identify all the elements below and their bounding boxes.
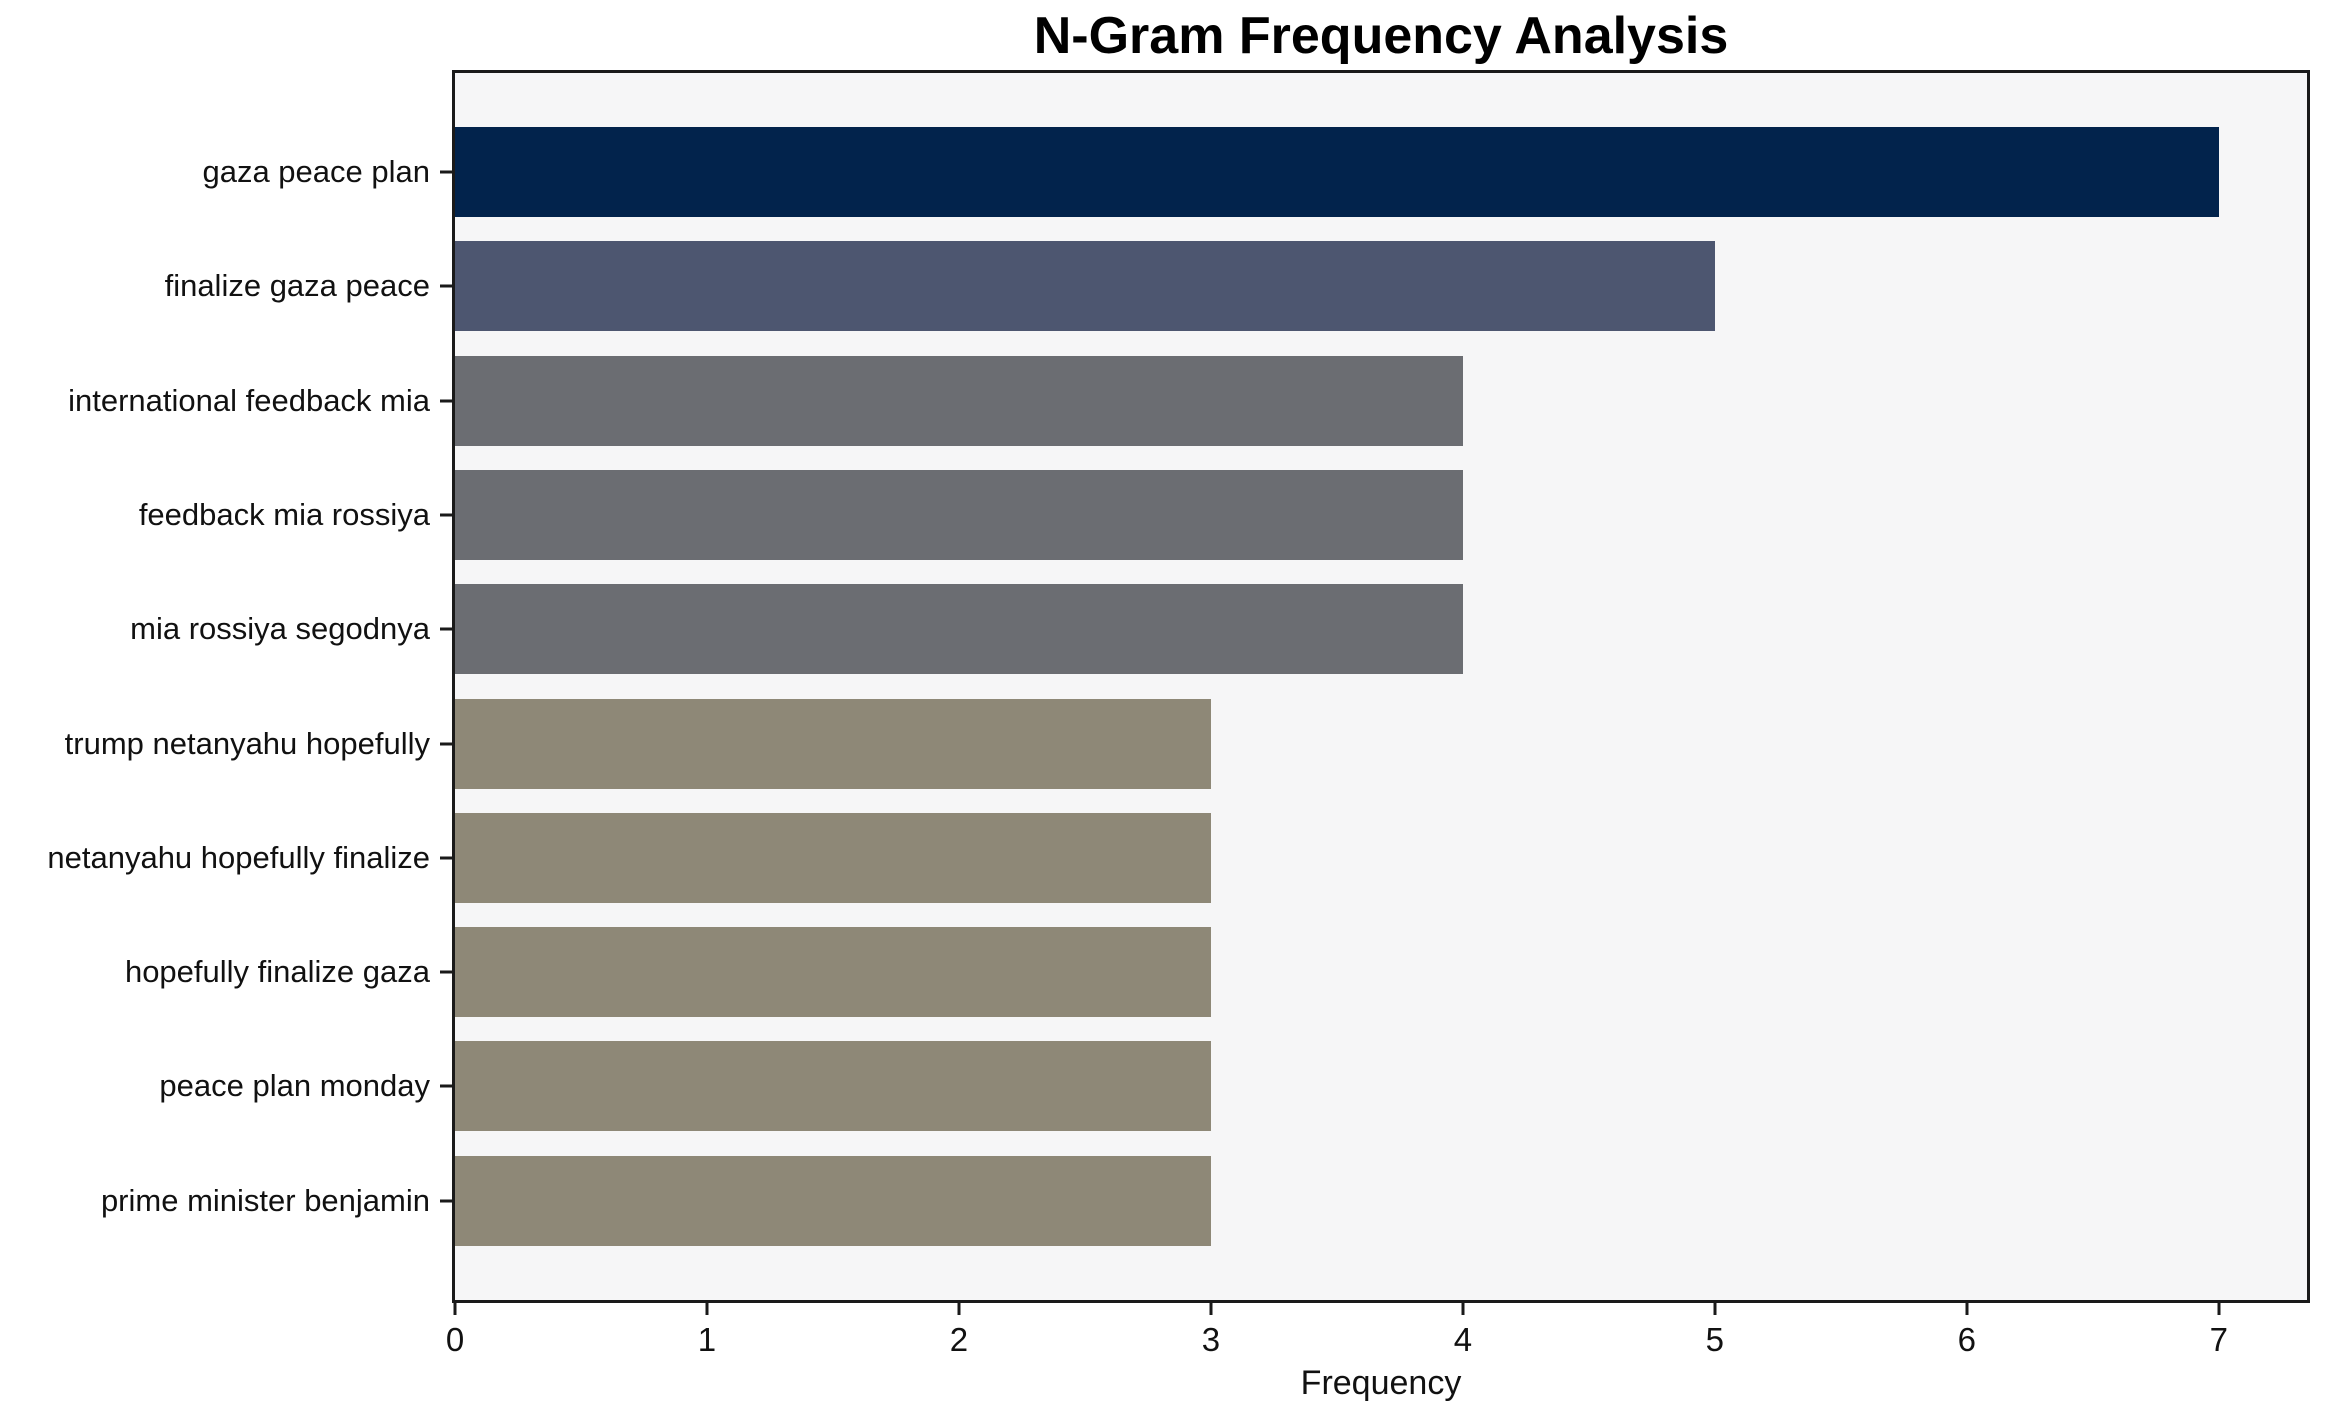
bar-row: feedback mia rossiya — [139, 469, 2307, 560]
bar-row: prime minister benjamin — [101, 1155, 2307, 1246]
bar — [455, 1041, 1211, 1132]
x-tick-mark — [1713, 1303, 1717, 1315]
plot-area: gaza peace plan finalize gaza peace intern… — [47, 70, 2310, 1303]
bar-row: hopefully finalize gaza — [125, 927, 2307, 1018]
bar-row: netanyahu hopefully finalize — [47, 812, 2307, 903]
bar-row: gaza peace plan — [202, 127, 2307, 217]
bar-row: international feedback mia — [68, 355, 2307, 446]
bar — [455, 241, 1715, 332]
x-tick-mark — [1461, 1303, 1465, 1315]
x-tick-label: 0 — [445, 1321, 465, 1358]
x-tick-mark — [957, 1303, 961, 1315]
y-tick-mark — [440, 513, 452, 517]
bar — [455, 469, 1463, 560]
bar-row: peace plan monday — [159, 1041, 2307, 1132]
x-axis: 0 1 2 3 4 5 6 7 — [446, 1303, 2310, 1373]
y-tick-mark — [440, 1084, 452, 1088]
x-tick-label: 5 — [1705, 1321, 1725, 1358]
y-tick-label: gaza peace plan — [202, 154, 430, 189]
bar — [455, 355, 1463, 446]
y-tick-label: netanyahu hopefully finalize — [47, 839, 430, 875]
x-tick-label: 3 — [1201, 1321, 1221, 1358]
y-tick-mark — [440, 856, 452, 860]
x-axis-label: Frequency — [1300, 1364, 1462, 1402]
x-tick-mark — [705, 1303, 709, 1315]
y-tick-mark — [440, 742, 452, 745]
y-tick-mark — [440, 284, 452, 288]
x-tick-label: 7 — [2209, 1321, 2228, 1358]
y-tick-label: trump netanyahu hopefully — [64, 725, 430, 761]
x-tick-label: 4 — [1453, 1321, 1473, 1358]
y-tick-label: hopefully finalize gaza — [124, 954, 430, 990]
bar — [455, 812, 1211, 903]
bar — [455, 584, 1463, 675]
bar-row: finalize gaza peace — [165, 241, 2307, 332]
chart-title: N-Gram Frequency Analysis — [1033, 7, 1729, 65]
bar — [455, 127, 2219, 217]
x-tick-label: 6 — [1957, 1321, 1977, 1358]
y-tick-label: feedback mia rossiya — [138, 496, 430, 532]
bar-row: trump netanyahu hopefully — [65, 698, 2307, 789]
x-tick-label: 1 — [697, 1321, 717, 1358]
x-tick-mark — [453, 1303, 457, 1315]
y-tick-mark — [440, 1199, 452, 1203]
y-tick-mark — [440, 399, 452, 403]
y-tick-mark — [440, 970, 452, 974]
y-tick-mark — [440, 627, 452, 631]
y-tick-label: international feedback mia — [68, 382, 430, 418]
bar — [455, 698, 1211, 789]
x-tick-mark — [1965, 1303, 1969, 1315]
bar — [455, 1155, 1211, 1246]
x-tick-mark — [1209, 1303, 1213, 1315]
bar — [455, 927, 1211, 1018]
x-tick-mark — [2217, 1303, 2221, 1315]
y-tick-label: mia rossiya segodnya — [130, 611, 430, 647]
x-tick-label: 2 — [949, 1321, 969, 1358]
y-tick-label: prime minister benjamin — [100, 1182, 430, 1218]
y-tick-label: peace plan monday — [159, 1068, 430, 1104]
bar-row: mia rossiya segodnya — [130, 584, 2307, 675]
y-tick-mark — [440, 170, 452, 174]
y-tick-label: finalize gaza peace — [164, 268, 430, 304]
